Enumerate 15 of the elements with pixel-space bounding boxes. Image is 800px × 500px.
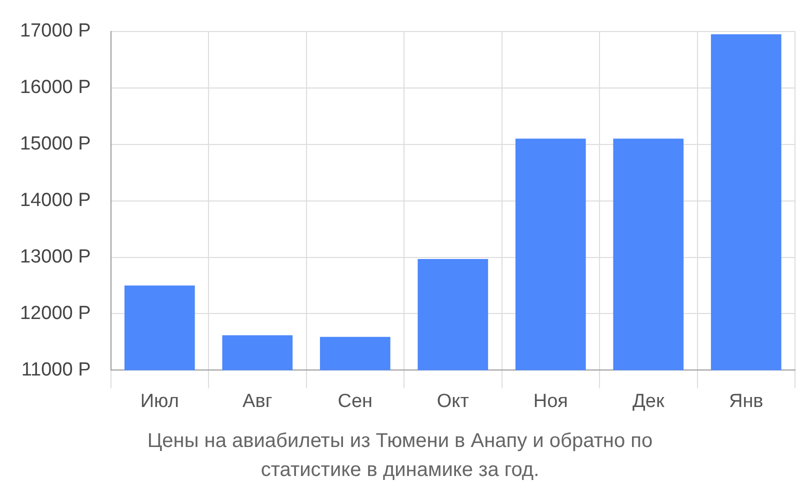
y-tick-label: 11000 Р (21, 359, 91, 380)
x-tick-label: Ноя (533, 390, 568, 412)
x-tick-label: Янв (728, 390, 764, 412)
y-tick-label: 17000 Р (20, 20, 91, 42)
x-tick-label: Окт (436, 390, 470, 412)
x-tick-label: Сен (338, 390, 373, 412)
y-tick-label: 14000 Р (20, 190, 91, 212)
y-tick-label: 12000 Р (20, 302, 91, 324)
y-tick-label: 15000 Р (20, 134, 91, 155)
x-tick-label: Авг (242, 390, 272, 412)
y-tick-label: 13000 Р (20, 246, 91, 268)
x-tick-label: Дек (632, 390, 665, 412)
text: Цены на авиабилеты из Тюмени в Анапу и обратно по статистике в динамике за год. (146, 429, 654, 483)
x-tick-label: Июл (140, 390, 179, 412)
y-tick-label: 16000 Р (20, 77, 91, 98)
